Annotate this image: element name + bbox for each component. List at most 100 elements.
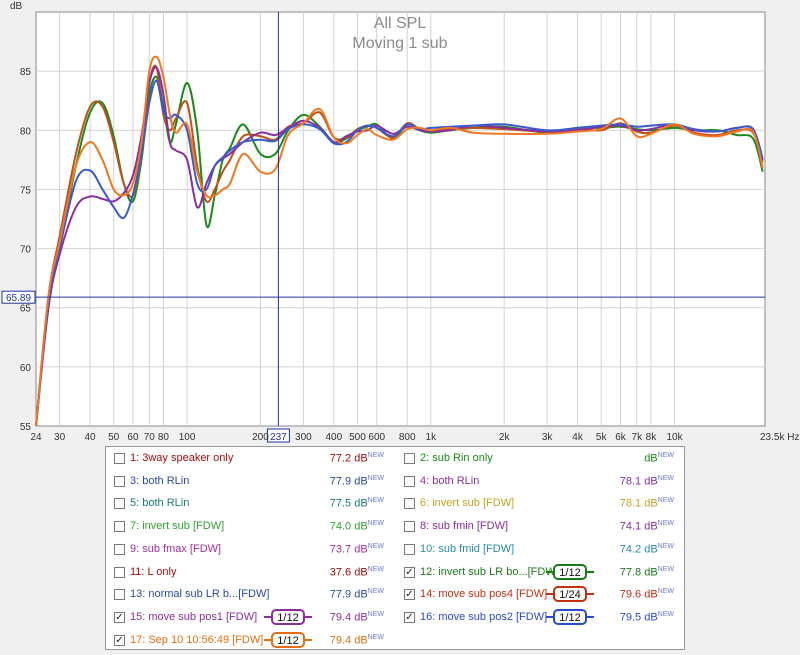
legend-value: 78.1 dBNEW [619, 474, 674, 488]
legend-checkbox[interactable] [114, 589, 125, 601]
legend-checkbox[interactable] [114, 498, 125, 510]
legend-checkbox[interactable] [404, 453, 415, 464]
legend-item[interactable]: ✓ 15: move sub pos1 [FDW] 1/12 79.4 dBNEW [106, 608, 396, 629]
y-tick-label: 65 [20, 304, 32, 315]
legend-checkbox[interactable]: ✓ [404, 566, 415, 578]
svg-text:1/12: 1/12 [277, 635, 298, 647]
legend-item[interactable]: 9: sub fmax [FDW] 73.7 dBNEW [106, 541, 396, 561]
legend-label: 16: move sub pos2 [FDW] [420, 610, 548, 623]
legend-item[interactable]: 13: normal sub LR b...[FDW] 77.9 dBNEW [106, 586, 396, 606]
x-tick-label: 60 [127, 432, 139, 443]
x-tick-label: 3k [542, 432, 554, 443]
legend-item[interactable]: 8: sub fmin [FDW] 74.1 dBNEW [396, 518, 686, 538]
legend-item[interactable]: 11: L only 37.6 dBNEW [106, 564, 396, 584]
legend-checkbox[interactable] [404, 475, 415, 487]
svg-text:1/12: 1/12 [559, 567, 580, 579]
legend-item[interactable]: ✓ 12: invert sub LR bo...[FDW] 1/12 77.8 dB… [396, 563, 686, 584]
legend-checkbox[interactable] [404, 498, 415, 510]
x-tick-label: 40 [85, 432, 97, 443]
x-tick-label: 500 [349, 432, 366, 443]
smoothing-badge[interactable]: 1/12 [546, 563, 594, 580]
x-tick-label: 10k [666, 432, 683, 443]
smoothing-badge[interactable]: 1/24 [546, 586, 594, 603]
x-tick-label: 30 [54, 432, 66, 443]
svg-text:1/24: 1/24 [559, 589, 580, 601]
chart-title: All SPL [374, 15, 427, 32]
legend-value: dBNEW [644, 452, 674, 465]
legend-checkbox[interactable] [114, 543, 125, 555]
legend-item[interactable]: 5: both RLin 77.5 dBNEW [106, 495, 396, 515]
legend-value: 78.1 dBNEW [619, 497, 674, 511]
x-tick-label: 300 [295, 432, 312, 443]
x-tick-label: 800 [399, 432, 416, 443]
x-tick-label: 400 [325, 432, 342, 443]
legend-item[interactable]: 4: both RLin 78.1 dBNEW [396, 473, 686, 493]
legend-value: 77.2 dBNEW [329, 452, 384, 465]
legend-checkbox[interactable]: ✓ [404, 611, 415, 623]
smoothing-badge[interactable]: 1/12 [264, 631, 312, 648]
legend-label: 8: sub fmin [FDW] [420, 520, 509, 533]
legend-label: 2: sub Rin only [420, 452, 493, 464]
cursor-x-readout-box [266, 428, 290, 443]
legend-label: 1: 3way speaker only [130, 452, 234, 464]
cursor-y-readout: 65.89 [6, 293, 31, 304]
chart-subtitle: Moving 1 sub [352, 35, 447, 52]
legend-checkbox[interactable]: ✓ [114, 634, 125, 646]
y-tick-label: 55 [20, 422, 32, 433]
legend-item[interactable]: 3: both RLin 77.9 dBNEW [106, 473, 396, 493]
legend-checkbox[interactable]: ✓ [114, 611, 125, 623]
cursor-y-readout-box [1, 290, 36, 304]
x-tick-label: 80 [158, 432, 170, 443]
legend-checkbox[interactable] [404, 521, 415, 533]
legend-value: 74.1 dBNEW [619, 520, 674, 533]
x-tick-label: 600 [368, 432, 385, 443]
legend-label: 4: both RLin [420, 474, 480, 487]
x-tick-label: 8k [646, 432, 658, 443]
x-tick-label: 2k [499, 432, 511, 443]
legend-item[interactable]: 2: sub Rin only dBNEW [396, 450, 686, 470]
legend-item[interactable]: ✓ 17: Sep 10 10:56:49 [FDW] 1/12 79.4 dBNEW [106, 631, 396, 652]
legend-label: 5: both RLin [130, 497, 190, 510]
legend-label: 6: invert sub [FDW] [420, 497, 515, 510]
legend-value: 77.9 dBNEW [329, 588, 384, 601]
legend-checkbox[interactable] [114, 521, 125, 533]
legend-item[interactable]: ✓ 16: move sub pos2 [FDW] 1/12 79.5 dBNEW [396, 608, 686, 629]
legend-value: 74.0 dBNEW [329, 520, 384, 533]
legend-checkbox[interactable] [114, 453, 125, 464]
plot-area[interactable] [35, 11, 766, 427]
legend-label: 12: invert sub LR bo...[FDW] [420, 565, 559, 578]
y-tick-label: 80 [20, 126, 32, 137]
legend-checkbox[interactable]: ✓ [404, 589, 415, 601]
legend-checkbox[interactable] [114, 475, 125, 487]
legend-value: 73.7 dBNEW [329, 542, 384, 556]
legend-item[interactable]: 6: invert sub [FDW] 78.1 dBNEW [396, 495, 686, 515]
legend-item[interactable]: 10: sub fmid [FDW] 74.2 dBNEW [396, 541, 686, 561]
legend-label: 14: move sub pos4 [FDW] [420, 588, 548, 601]
legend-value: 77.9 dBNEW [329, 474, 384, 488]
legend-checkbox[interactable] [404, 543, 415, 555]
legend-value: 79.4 dBNEW [329, 633, 384, 647]
smoothing-badge[interactable]: 1/12 [546, 608, 594, 625]
svg-text:1/12: 1/12 [277, 612, 298, 624]
x-tick-label: 24 [30, 432, 42, 443]
legend-label: 3: both RLin [130, 474, 190, 487]
legend-item[interactable]: ✓ 14: move sub pos4 [FDW] 1/24 79.6 dBNEW [396, 586, 686, 606]
legend-value: 79.5 dBNEW [619, 610, 674, 624]
x-tick-label: 5k [596, 432, 608, 443]
legend-item[interactable]: 1: 3way speaker only 77.2 dBNEW [106, 450, 396, 470]
x-tick-label: 200 [252, 432, 269, 443]
legend-value: 37.6 dBNEW [329, 565, 384, 579]
legend-value: 77.5 dBNEW [329, 497, 384, 511]
legend-value: 79.4 dBNEW [329, 610, 384, 624]
legend-item[interactable]: 7: invert sub [FDW] 74.0 dBNEW [106, 518, 396, 538]
svg-text:1/12: 1/12 [559, 612, 580, 624]
smoothing-badge[interactable]: 1/12 [264, 608, 312, 625]
x-tick-label: 50 [108, 432, 120, 443]
legend-label: 13: normal sub LR b...[FDW] [130, 588, 270, 601]
y-tick-label: 85 [20, 67, 32, 78]
legend-label: 15: move sub pos1 [FDW] [130, 610, 258, 623]
legend-checkbox[interactable] [114, 566, 125, 578]
legend-value: 79.6 dBNEW [619, 588, 674, 601]
x-tick-label: 1k [426, 432, 438, 443]
